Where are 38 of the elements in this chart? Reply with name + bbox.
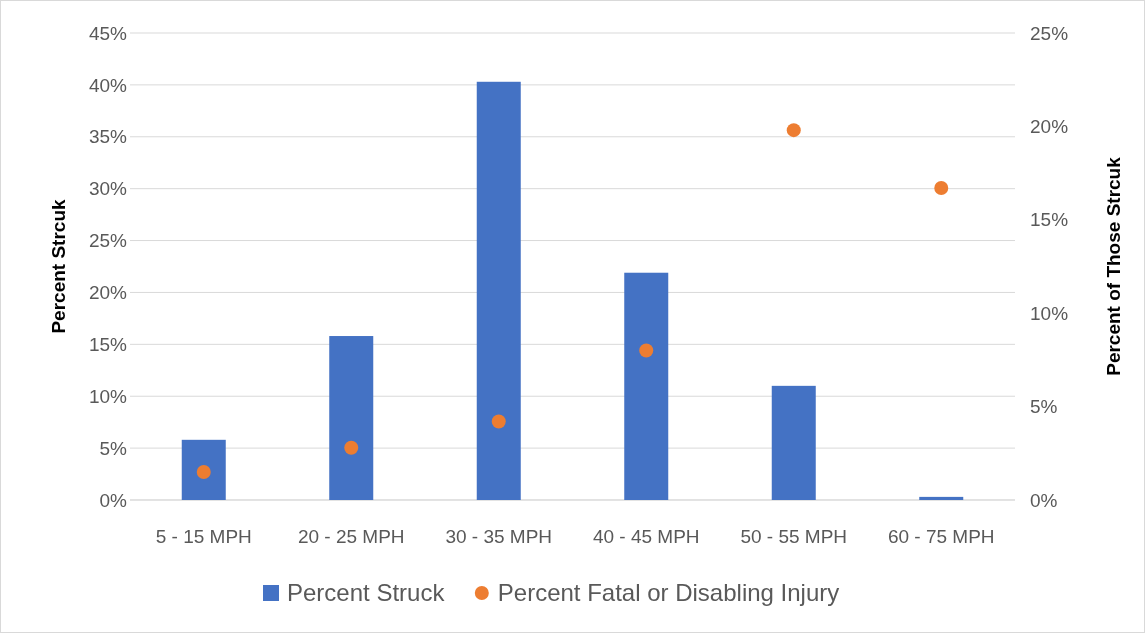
y-axis-title: Percent Strcuk [48, 199, 69, 334]
x-tick-label: 20 - 25 MPH [297, 526, 405, 547]
bar [771, 385, 816, 500]
y-tick-label: 5% [99, 437, 128, 459]
point [491, 414, 506, 429]
bar [919, 496, 964, 500]
y-tick-label: 15% [88, 333, 128, 355]
y-tick-label: 40% [88, 74, 128, 96]
y2-tick-label: 20% [1030, 116, 1069, 138]
legend-label: Percent Fatal or Disabling Injury [497, 579, 840, 607]
y-tick-label: 25% [88, 230, 128, 252]
bar [329, 336, 374, 500]
y-tick-label: 10% [88, 385, 128, 407]
y2-axis-title: Percent of Those Strcuk [1103, 156, 1124, 376]
x-tick-label: 60 - 75 MPH [887, 526, 995, 547]
point [344, 440, 359, 455]
y2-tick-label: 15% [1030, 209, 1069, 231]
x-tick-label: 5 - 15 MPH [155, 526, 252, 547]
bar [476, 81, 521, 500]
y-tick-label: 45% [88, 22, 128, 44]
bar [624, 272, 669, 500]
x-tick-label: 30 - 35 MPH [445, 526, 553, 547]
y-tick-label: 0% [99, 489, 128, 511]
y-tick-label: 20% [88, 282, 128, 304]
y2-tick-label: 25% [1030, 22, 1069, 44]
y2-tick-label: 10% [1030, 302, 1069, 324]
point [934, 181, 949, 196]
y2-tick-label: 0% [1030, 489, 1058, 511]
bar [181, 439, 226, 500]
legend-label: Percent Struck [287, 579, 446, 607]
point [639, 343, 654, 358]
y2-tick-label: 5% [1030, 396, 1058, 418]
x-tick-label: 50 - 55 MPH [740, 526, 848, 547]
point [786, 123, 801, 138]
x-tick-label: 40 - 45 MPH [592, 526, 700, 547]
y-tick-label: 35% [88, 126, 128, 148]
y-tick-label: 30% [88, 178, 128, 200]
point [196, 464, 211, 479]
